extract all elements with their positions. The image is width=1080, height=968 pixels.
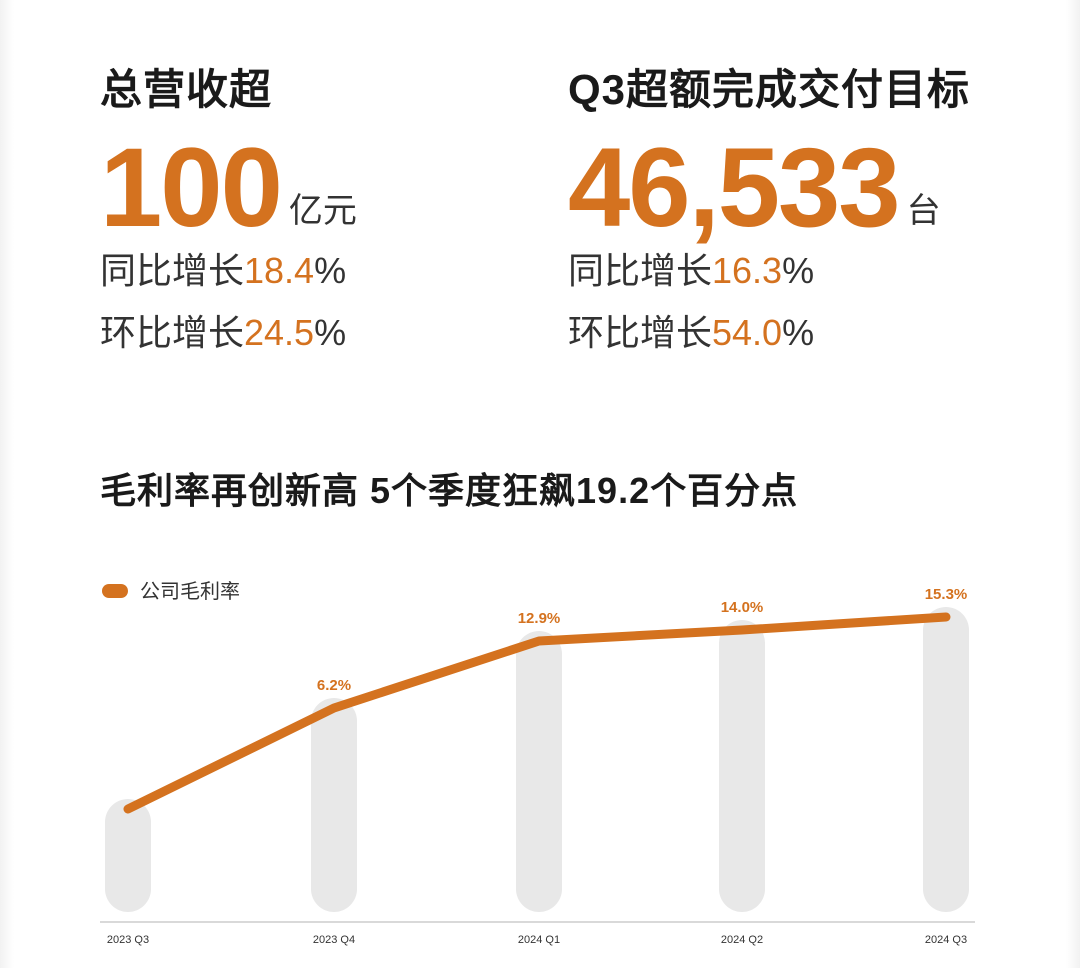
x-tick-label-2: 2024 Q1 xyxy=(518,934,560,946)
deliveries-main: 46,533 台 xyxy=(568,120,970,250)
revenue-kpi: 总营收超 100 亿元 同比增长18.4% 环比增长24.5% xyxy=(100,62,357,364)
deliveries-qoq-pct: % xyxy=(782,312,815,353)
x-tick-label-3: 2024 Q2 xyxy=(721,934,763,946)
revenue-yoy: 同比增长18.4% xyxy=(100,240,357,302)
series-line-gross-margin xyxy=(123,612,951,814)
chart-legend: 公司毛利率 xyxy=(102,580,240,603)
revenue-yoy-pct: % xyxy=(314,250,347,291)
deliveries-yoy-pct: % xyxy=(782,250,815,291)
x-tick-label-4: 2024 Q3 xyxy=(925,934,967,946)
chart-series-lines xyxy=(123,612,951,814)
deliveries-qoq: 环比增长54.0% xyxy=(568,302,970,364)
frame-edge-left xyxy=(0,0,14,968)
frame-edge-right xyxy=(1066,0,1080,968)
revenue-yoy-value: 18.4 xyxy=(244,250,315,291)
revenue-value: 100 xyxy=(100,125,283,250)
revenue-qoq: 环比增长24.5% xyxy=(100,302,357,364)
deliveries-yoy-value: 16.3 xyxy=(712,250,783,291)
gross-margin-chart: 公司毛利率 6.2% 12.9% 14.0% 15.3% 2023 Q3 2023 Q4… xyxy=(100,580,975,946)
bar-2024-q1 xyxy=(516,631,562,912)
deliveries-qoq-label: 环比增长 xyxy=(568,312,713,353)
deliveries-value: 46,533 xyxy=(568,125,901,250)
revenue-qoq-label: 环比增长 xyxy=(100,312,245,353)
bar-2024-q2 xyxy=(719,620,765,912)
data-label-3: 14.0% xyxy=(721,599,764,616)
revenue-unit: 亿元 xyxy=(288,192,357,230)
revenue-qoq-value: 24.5 xyxy=(244,312,315,353)
data-label-4: 15.3% xyxy=(925,586,968,603)
revenue-yoy-label: 同比增长 xyxy=(100,250,245,291)
deliveries-kpi: Q3超额完成交付目标 46,533 台 同比增长16.3% 环比增长54.0% xyxy=(568,62,970,364)
deliveries-title: Q3超额完成交付目标 xyxy=(568,66,971,113)
section-title: 毛利率再创新高 5个季度狂飙19.2个百分点 xyxy=(100,470,799,511)
legend-swatch xyxy=(102,584,128,598)
legend-label: 公司毛利率 xyxy=(140,580,240,603)
deliveries-yoy-label: 同比增长 xyxy=(568,250,713,291)
chart-data-labels: 6.2% 12.9% 14.0% 15.3% xyxy=(317,586,967,694)
bar-2024-q3 xyxy=(923,607,969,912)
x-tick-label-0: 2023 Q3 xyxy=(107,934,149,946)
data-label-2: 12.9% xyxy=(518,610,561,627)
bar-2023-q4 xyxy=(311,698,357,912)
x-tick-label-1: 2023 Q4 xyxy=(313,934,355,946)
revenue-main: 100 亿元 xyxy=(100,120,357,250)
deliveries-yoy: 同比增长16.3% xyxy=(568,240,970,302)
revenue-title: 总营收超 xyxy=(100,66,273,113)
revenue-qoq-pct: % xyxy=(314,312,347,353)
deliveries-qoq-value: 54.0 xyxy=(712,312,783,353)
chart-tick-labels: 2023 Q3 2023 Q4 2024 Q1 2024 Q2 2024 Q3 xyxy=(107,934,967,946)
data-label-1: 6.2% xyxy=(317,677,351,694)
bar-2023-q3 xyxy=(105,799,151,912)
chart-bars xyxy=(105,607,969,912)
deliveries-unit: 台 xyxy=(906,192,941,230)
